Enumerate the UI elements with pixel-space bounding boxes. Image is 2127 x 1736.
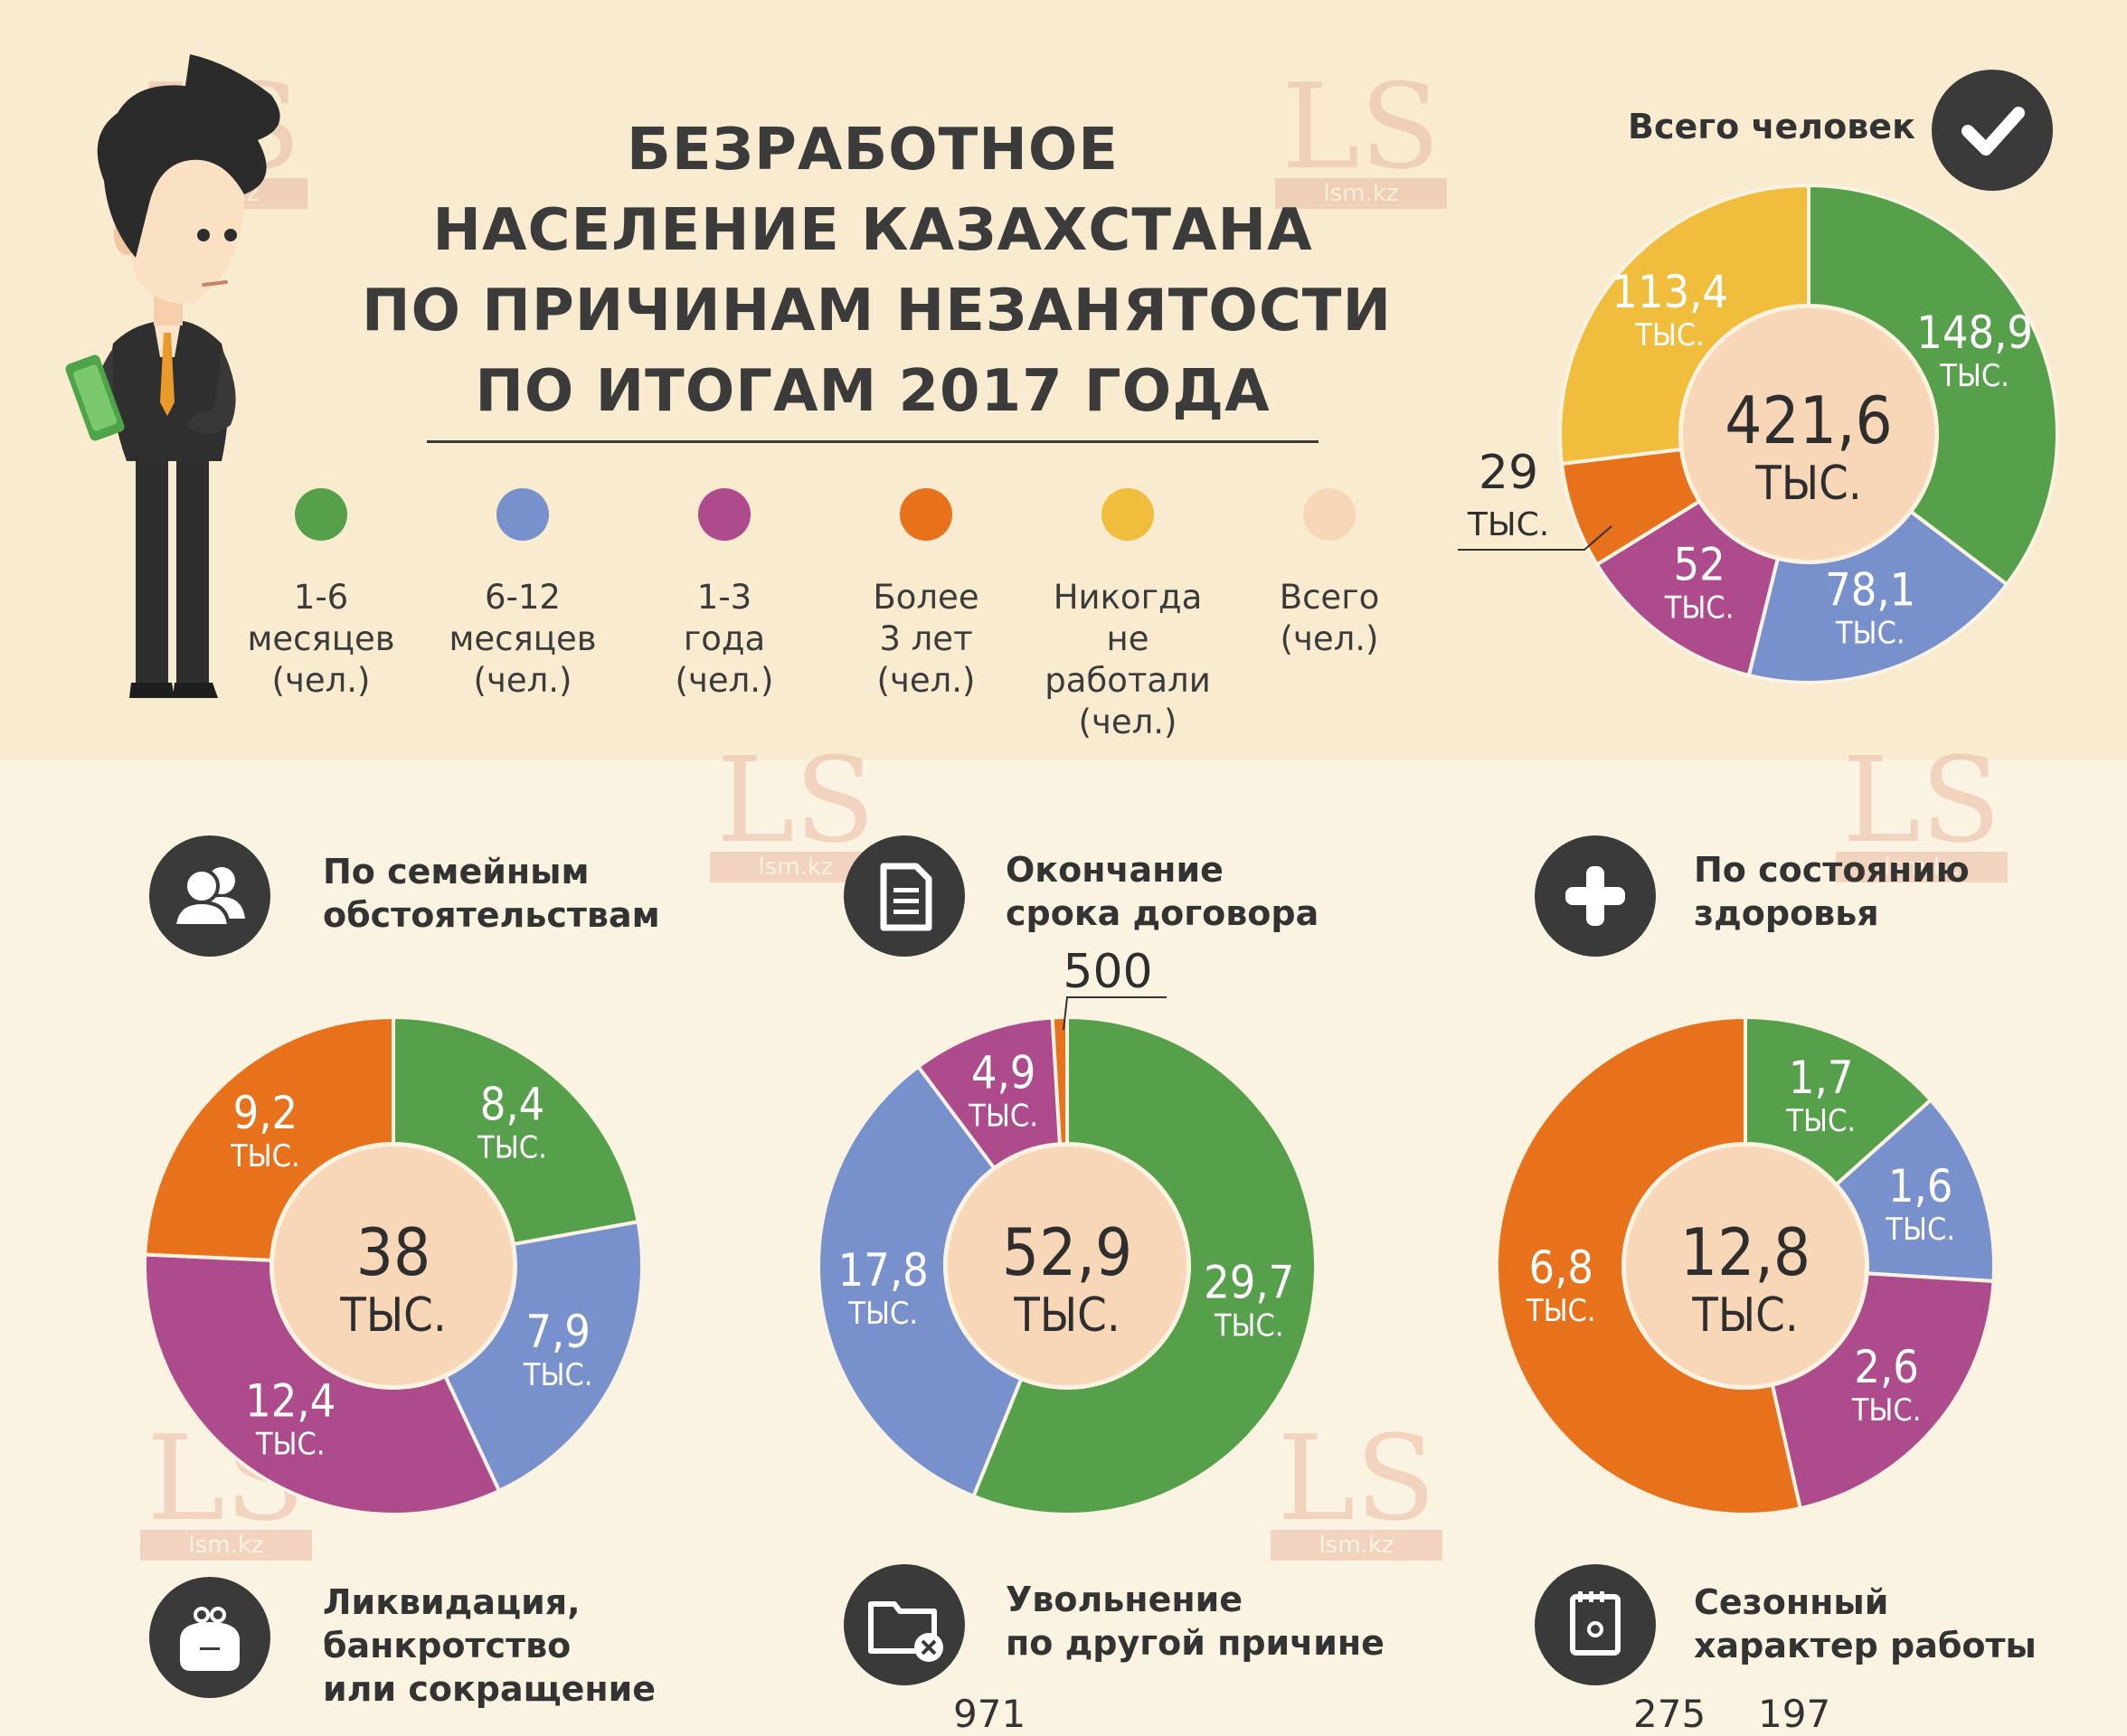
total-donut-chart: 148,9ТЫС.78,1ТЫС.52ТЫС.113,4ТЫС.421,6ТЫС… — [1558, 183, 2059, 684]
donut-slice — [143, 1014, 395, 1262]
slice-unit-label: ТЫС. — [1939, 358, 2009, 394]
slice-value-label: 148,9 — [1916, 307, 2033, 359]
legend-item-over-3-years: Более 3 лет (чел.) — [827, 488, 1026, 702]
slice-unit-label: ТЫС. — [1885, 1212, 1955, 1248]
title-underline — [427, 440, 1319, 443]
plus-icon — [1535, 835, 1656, 957]
calendar-icon — [1535, 1564, 1656, 1685]
legend-item-1-3-years: 1-3 года (чел.) — [625, 488, 824, 702]
donut-center — [1683, 308, 1934, 560]
document-icon — [844, 835, 965, 957]
legend-item-6-12-months: 6-12 месяцев (чел.) — [423, 488, 622, 702]
checkmark-icon — [1932, 70, 2053, 191]
donut-center — [274, 1146, 513, 1385]
donut-slice — [817, 1063, 1024, 1499]
slice-value-label: 29,7 — [1204, 1256, 1294, 1308]
center-value: 12,8 — [1680, 1214, 1810, 1290]
businessman-illustration — [65, 54, 280, 698]
slice-unit-label: ТЫС. — [847, 1296, 918, 1332]
slice-value-label: 2,6 — [1854, 1341, 1919, 1393]
donut-slice — [1050, 1014, 1069, 1146]
donut-slice — [1807, 183, 2059, 588]
center-unit: ТЫС. — [1754, 457, 1861, 511]
section-title-other-dismissal: Увольнение по другой причине — [1006, 1580, 1385, 1663]
slice-value-label: 1,6 — [1888, 1160, 1953, 1212]
slice-unit-label: ТЫС. — [1851, 1392, 1922, 1429]
legend-dot — [496, 488, 549, 541]
partial-number: 275 — [1633, 1692, 1706, 1736]
partial-number: 197 — [1758, 1692, 1831, 1736]
folder-x-icon — [844, 1564, 965, 1685]
people-icon — [149, 835, 270, 957]
slice-unit-label: ТЫС. — [255, 1427, 326, 1463]
section-title-family: По семейным обстоятельствам — [323, 852, 660, 935]
total-label: Всего человек — [1628, 107, 1915, 146]
donut-slice — [1770, 1271, 1996, 1511]
donut-slice — [1744, 1014, 1933, 1187]
legend-item-never-worked: Никогда не работали (чел.) — [1028, 488, 1227, 743]
leader-line-500 — [1063, 996, 1167, 1031]
donut-slice — [392, 1014, 640, 1247]
slice-value-label: 6,8 — [1529, 1241, 1594, 1294]
legend-dot — [1303, 488, 1356, 541]
center-unit: ТЫС. — [1691, 1288, 1798, 1343]
slice-value-label: 7,9 — [525, 1306, 591, 1358]
center-value: 52,9 — [1002, 1214, 1132, 1290]
center-value: 38 — [356, 1214, 430, 1290]
slice-value-label: 113,4 — [1612, 266, 1728, 318]
slice-unit-label: ТЫС. — [230, 1138, 300, 1175]
section-title-contract-end: Окончание срока договора — [1006, 850, 1319, 933]
slice-unit-label: ТЫС. — [523, 1357, 593, 1393]
donut-slice — [1746, 509, 2009, 684]
donut-slice — [1558, 183, 1810, 467]
center-unit: ТЫС. — [339, 1288, 446, 1343]
slice-value-label: 52 — [1673, 539, 1725, 591]
slice-value-label: 17,8 — [838, 1244, 929, 1297]
donut-slice — [970, 1014, 1318, 1516]
legend-dot — [698, 488, 751, 541]
slice-value-label: 78,1 — [1825, 563, 1915, 616]
legend-dot — [295, 488, 347, 541]
slice-unit-label: ТЫС. — [1526, 1293, 1596, 1329]
slice-value-label: 8,4 — [480, 1079, 545, 1131]
slice-value-label: 12,4 — [245, 1375, 336, 1428]
slice-unit-label: ТЫС. — [1664, 590, 1735, 627]
slice-value-label: 1,7 — [1789, 1052, 1854, 1104]
slice-value-label: 4,9 — [971, 1046, 1036, 1099]
donut-center — [1626, 1146, 1865, 1385]
legend-item-1-6-months: 1-6 месяцев (чел.) — [222, 488, 421, 702]
legend-item-total: Всего (чел.) — [1230, 488, 1429, 660]
slice-unit-label: ТЫС. — [1634, 317, 1705, 354]
donut-slice — [143, 1252, 502, 1516]
section-title-liquidation: Ликвидация, банкротство или сокращение — [323, 1582, 657, 1709]
donut-slice — [1495, 1014, 1803, 1516]
slice-value-label: 9,2 — [233, 1087, 298, 1139]
center-value: 421,6 — [1725, 382, 1892, 458]
leader-line-29 — [1458, 525, 1612, 551]
partial-number: 971 — [953, 1692, 1026, 1736]
slice-unit-label: ТЫС. — [1785, 1103, 1856, 1139]
donut-center — [948, 1146, 1186, 1385]
legend-dot — [1101, 488, 1154, 541]
legend-dot — [900, 488, 952, 541]
slice-unit-label: ТЫС. — [477, 1130, 547, 1166]
slice-unit-label: ТЫС. — [1835, 615, 1905, 651]
slice-unit-label: ТЫС. — [968, 1098, 1038, 1134]
purse-icon — [149, 1577, 270, 1698]
section-title-health: По состоянию здоровья — [1694, 850, 1970, 933]
slice-unit-label: ТЫС. — [1214, 1307, 1284, 1344]
donut-slice — [442, 1219, 644, 1494]
center-unit: ТЫС. — [1013, 1288, 1120, 1343]
section-title-seasonal: Сезонный характер работы — [1694, 1582, 2037, 1665]
page-title: БЕЗРАБОТНОЕ НАСЕЛЕНИЕ КАЗАХСТАНА ПО ПРИЧ… — [362, 117, 1392, 425]
